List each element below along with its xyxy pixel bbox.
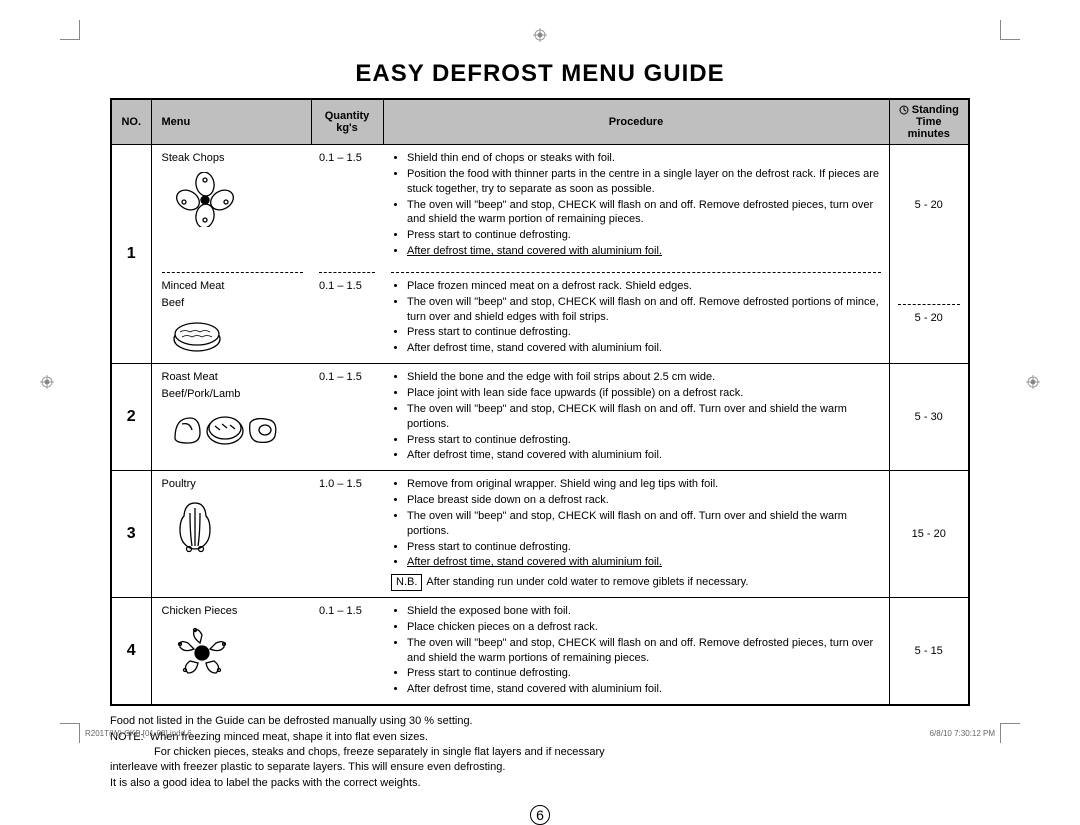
header-standing: Standing Time minutes — [889, 99, 969, 145]
header-proc: Procedure — [383, 99, 889, 145]
footnotes: Food not listed in the Guide can be defr… — [110, 714, 970, 791]
chicken-pieces-icon — [170, 625, 235, 680]
menu-cell: Steak Chops — [151, 145, 311, 266]
menu-cell: Chicken Pieces — [151, 598, 311, 706]
standing-cell: 5 - 30 — [889, 364, 969, 471]
registration-mark-icon — [533, 28, 547, 42]
nb-note: N.B.After standing run under cold water … — [391, 574, 881, 591]
qty-cell: 0.1 – 1.5 — [311, 266, 383, 364]
table-row: 1 Steak Chops 0.1 – 1.5 — [111, 145, 969, 266]
minced-meat-icon — [170, 317, 225, 355]
qty-cell: 1.0 – 1.5 — [311, 471, 383, 598]
table-row: Minced Meat Beef 0.1 – 1.5 Place frozen … — [111, 266, 969, 364]
row-number: 4 — [111, 598, 151, 706]
clock-icon — [899, 105, 909, 115]
crop-mark — [1000, 723, 1020, 743]
procedure-cell: Place frozen minced meat on a defrost ra… — [383, 266, 889, 364]
qty-cell: 0.1 – 1.5 — [311, 598, 383, 706]
crop-mark — [60, 20, 80, 40]
page-content: EASY DEFROST MENU GUIDE NO. Menu Quantit… — [110, 60, 970, 825]
crop-mark — [60, 723, 80, 743]
row-number: 2 — [111, 364, 151, 471]
table-row: 2 Roast Meat Beef/Pork/Lamb — [111, 364, 969, 471]
qty-cell: 0.1 – 1.5 — [311, 145, 383, 266]
row-number: 1 — [111, 145, 151, 364]
standing-cell: 5 - 20 — [889, 266, 969, 364]
page-number: 6 — [110, 805, 970, 825]
crop-mark — [1000, 20, 1020, 40]
header-qty: Quantity kg's — [311, 99, 383, 145]
menu-cell: Minced Meat Beef — [151, 266, 311, 364]
standing-cell: 15 - 20 — [889, 471, 969, 598]
row-number: 3 — [111, 471, 151, 598]
defrost-guide-table: NO. Menu Quantity kg's Procedure Standin… — [110, 98, 970, 706]
footer-file-path: R201T(W) CKB [01-08].indd 6 — [85, 729, 192, 738]
footer-timestamp: 6/8/10 7:30:12 PM — [930, 729, 995, 738]
table-row: 4 Chicken Pieces — [111, 598, 969, 706]
poultry-icon — [170, 498, 220, 553]
menu-cell: Poultry — [151, 471, 311, 598]
standing-cell: 5 - 20 — [889, 145, 969, 266]
procedure-cell: Shield the exposed bone with foil. Place… — [383, 598, 889, 706]
table-header-row: NO. Menu Quantity kg's Procedure Standin… — [111, 99, 969, 145]
header-no: NO. — [111, 99, 151, 145]
procedure-cell: Remove from original wrapper. Shield win… — [383, 471, 889, 598]
procedure-cell: Shield thin end of chops or steaks with … — [383, 145, 889, 266]
roast-meat-icon — [170, 408, 280, 448]
standing-cell: 5 - 15 — [889, 598, 969, 706]
steak-chops-icon — [170, 172, 240, 227]
menu-cell: Roast Meat Beef/Pork/Lamb — [151, 364, 311, 471]
registration-mark-icon — [40, 375, 54, 389]
qty-cell: 0.1 – 1.5 — [311, 364, 383, 471]
registration-mark-icon — [1026, 375, 1040, 389]
table-row: 3 Poultry 1.0 – 1.5 Remove from origina — [111, 471, 969, 598]
page-title: EASY DEFROST MENU GUIDE — [110, 60, 970, 88]
header-menu: Menu — [151, 99, 311, 145]
procedure-cell: Shield the bone and the edge with foil s… — [383, 364, 889, 471]
